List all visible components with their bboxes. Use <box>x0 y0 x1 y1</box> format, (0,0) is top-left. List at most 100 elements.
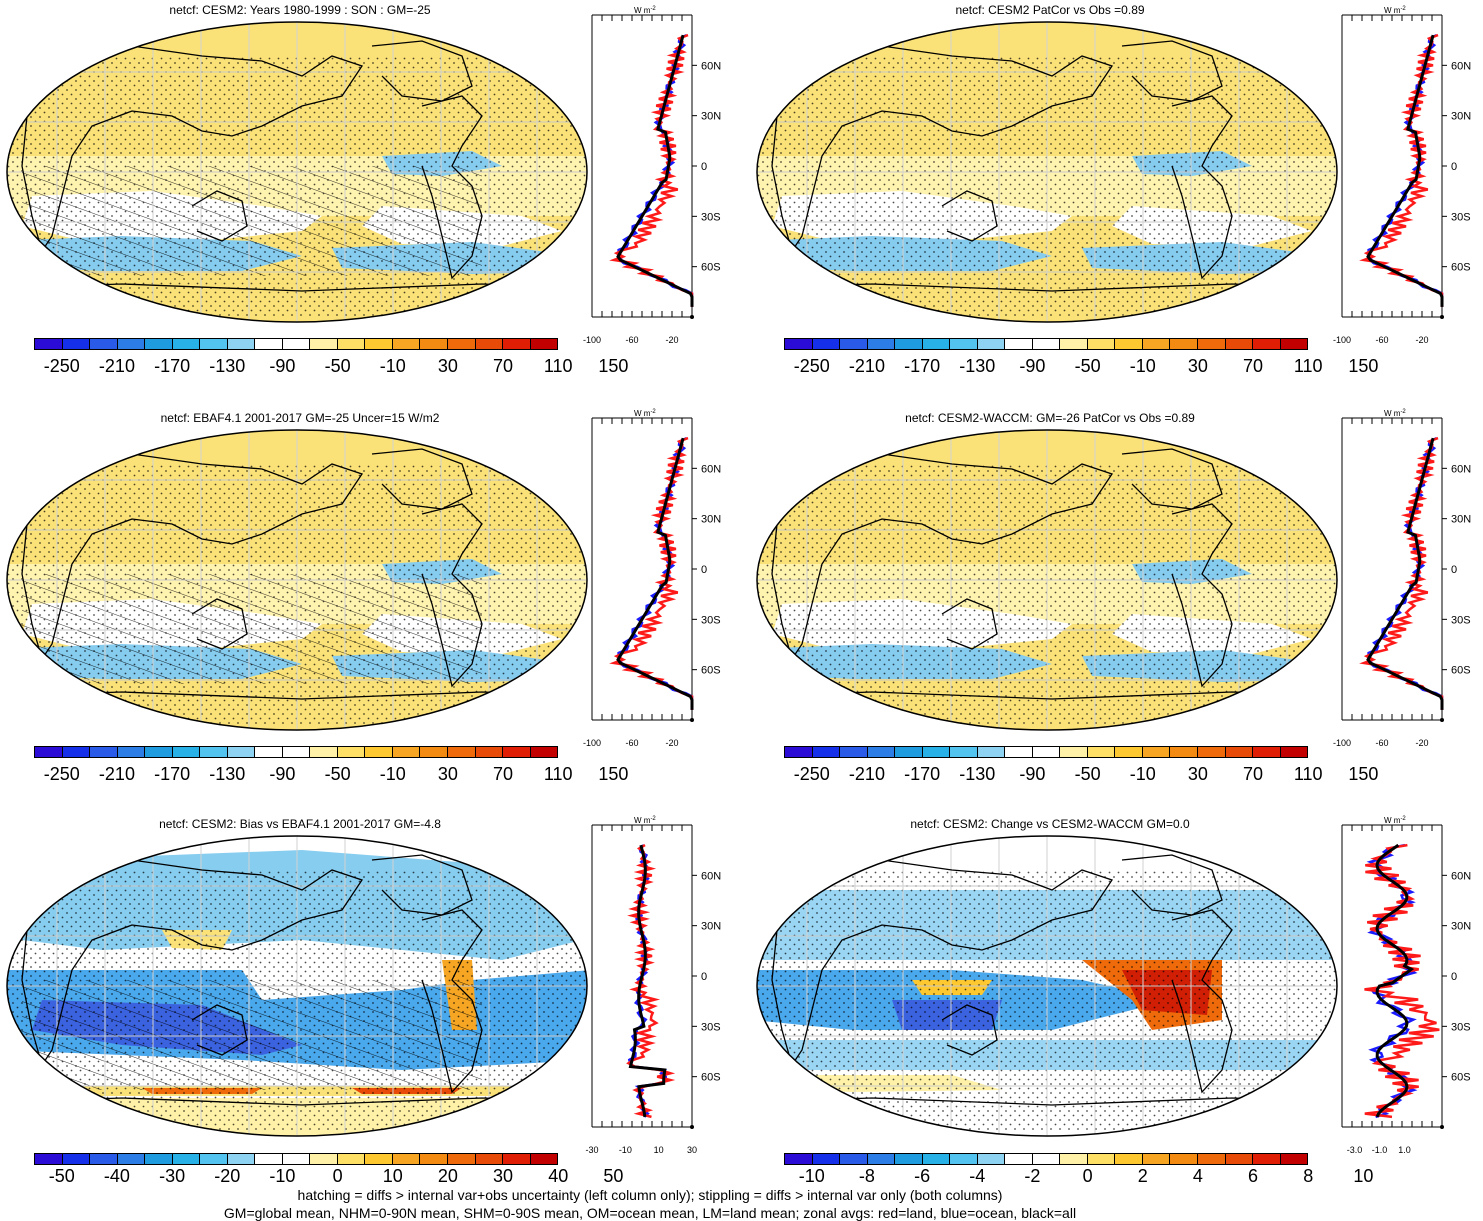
zonal-end-dot <box>690 718 694 722</box>
zonal-lat-label: 60N <box>1451 463 1471 475</box>
zonal-mean-plot: W m-2 -100 -60 -20 60N 30N 0 30S 60S <box>1333 6 1471 345</box>
colorbar-swatch <box>1115 747 1143 757</box>
zonal-lat-label: 0 <box>701 161 707 173</box>
coastline <box>771 453 1114 661</box>
zonal-lat-label: 60N <box>701 60 721 72</box>
colorbar-tick-label: 30 <box>437 764 458 784</box>
colorbar-tick-label: -250 <box>43 356 80 376</box>
zonal-x-tick-label: 1.0 <box>1398 1145 1411 1155</box>
colorbar-swatch <box>1142 1154 1171 1164</box>
colorbar-tick-label: 2 <box>1137 1166 1148 1186</box>
land-zonal-line <box>609 33 694 307</box>
zonal-lat-label: 60S <box>701 262 721 274</box>
colorbar-swatch <box>1225 747 1254 757</box>
zonal-mean-plot: W m-2 -100 -60 -20 60N 30N 0 30S 60S <box>1333 409 1471 748</box>
colorbar-swatch <box>812 339 841 349</box>
colorbar-tick-label: -10 <box>1129 356 1156 376</box>
colorbar-swatch <box>282 1154 311 1164</box>
panel-title: netcf: CESM2: Years 1980-1999 : SON : GM… <box>169 3 431 17</box>
colorbar-tick-label: 20 <box>437 1166 458 1186</box>
colorbar-swatch <box>35 1154 63 1164</box>
colorbar-tick-label: -10 <box>798 1166 825 1186</box>
colorbar-swatch <box>420 747 448 757</box>
coastline <box>21 859 364 1067</box>
colorbar-tick-label: 150 <box>1348 764 1379 784</box>
zonal-x-tick-label: -100 <box>583 335 601 345</box>
zonal-x-tick-label: -10 <box>619 1145 632 1155</box>
colorbar-swatch <box>977 1154 1006 1164</box>
colorbar-swatch <box>785 339 813 349</box>
zonal-x-tick-label: -60 <box>625 738 638 748</box>
colorbar-swatch <box>1170 339 1198 349</box>
colorbar-swatch <box>90 747 118 757</box>
zonal-unit-label: W m-2 <box>634 409 656 418</box>
colorbar-tick-label: 4 <box>1192 1166 1203 1186</box>
colorbar-swatch <box>117 747 146 757</box>
colorbar-tick-label: -10 <box>379 356 406 376</box>
zonal-lat-label: 60S <box>1451 1072 1471 1084</box>
colorbar-swatch <box>282 339 311 349</box>
zonal-lat-label: 30S <box>701 211 721 223</box>
colorbar-swatch <box>1032 1154 1061 1164</box>
colorbar-tick-label: -170 <box>904 764 941 784</box>
colorbar-swatch <box>227 1154 256 1164</box>
zonal-lat-label: 60S <box>1451 262 1471 274</box>
colorbar-tick-label: 150 <box>598 764 629 784</box>
colorbar-tick-label: -50 <box>1074 356 1101 376</box>
colorbar-tick-label: -6 <box>914 1166 931 1186</box>
colorbar-swatch <box>35 339 63 349</box>
coastline <box>421 503 483 688</box>
colorbar-swatch <box>530 339 558 349</box>
colorbar-tick-label: 10 <box>1353 1166 1374 1186</box>
colorbar <box>34 1153 558 1165</box>
land-zonal-line <box>1359 33 1444 307</box>
colorbar-swatch <box>1170 1154 1198 1164</box>
colorbar-swatch <box>475 1154 504 1164</box>
colorbar-swatch <box>1060 339 1088 349</box>
colorbar-swatch <box>503 339 531 349</box>
colorbar-swatch <box>117 1154 146 1164</box>
zonal-lat-label: 30N <box>1451 514 1471 526</box>
colorbar-tick-label: -210 <box>848 764 885 784</box>
zonal-x-tick-label: -60 <box>1375 738 1388 748</box>
zonal-lat-label: 0 <box>701 971 707 983</box>
colorbar-tick-label: 150 <box>1348 356 1379 376</box>
colorbar-swatch <box>392 747 421 757</box>
panel-title: netcf: CESM2: Change vs CESM2-WACCM GM=0… <box>910 817 1190 831</box>
colorbar-tick-label: -4 <box>969 1166 986 1186</box>
colorbar-swatch <box>145 1154 173 1164</box>
colorbar-swatch <box>922 747 951 757</box>
colorbar-tick-label: 6 <box>1248 1166 1259 1186</box>
colorbar-swatch <box>255 339 283 349</box>
colorbar-swatch <box>227 747 256 757</box>
colorbar-swatch <box>62 339 91 349</box>
colorbar-swatch <box>1170 747 1198 757</box>
colorbar-tick-label: 30 <box>1187 356 1208 376</box>
all-zonal-line <box>1375 843 1415 1118</box>
colorbar-tick-label: 30 <box>1187 764 1208 784</box>
zonal-end-dot <box>690 315 694 319</box>
zonal-x-tick-label: -1.0 <box>1372 1145 1388 1155</box>
zonal-unit-label: W m-2 <box>634 816 656 825</box>
colorbar-swatch <box>785 1154 813 1164</box>
colorbar-tick-label: 0 <box>332 1166 343 1186</box>
colorbar-tick-label: -90 <box>1019 764 1046 784</box>
zonal-mean-plot: W m-2 -100 -60 -20 60N 30N 0 30S 60S <box>583 6 721 345</box>
all-zonal-line <box>616 34 694 307</box>
zonal-lat-label: 60S <box>701 1072 721 1084</box>
colorbar-swatch <box>447 747 476 757</box>
colorbar-swatch <box>840 747 868 757</box>
zonal-end-dot <box>690 1125 694 1129</box>
colorbar-swatch <box>867 747 896 757</box>
zonal-lat-label: 0 <box>1451 161 1457 173</box>
colorbar-swatch <box>365 747 393 757</box>
colorbar-swatch <box>310 1154 338 1164</box>
zonal-x-tick-label: -3.0 <box>1347 1145 1363 1155</box>
zonal-lat-label: 30N <box>701 921 721 933</box>
colorbar-tick-label: 30 <box>493 1166 514 1186</box>
colorbar-tick-label: -130 <box>209 356 246 376</box>
colorbar-swatch <box>1087 1154 1116 1164</box>
colorbar-swatch <box>337 339 366 349</box>
colorbar-tick-label: -10 <box>379 764 406 784</box>
colorbar-swatch <box>392 339 421 349</box>
